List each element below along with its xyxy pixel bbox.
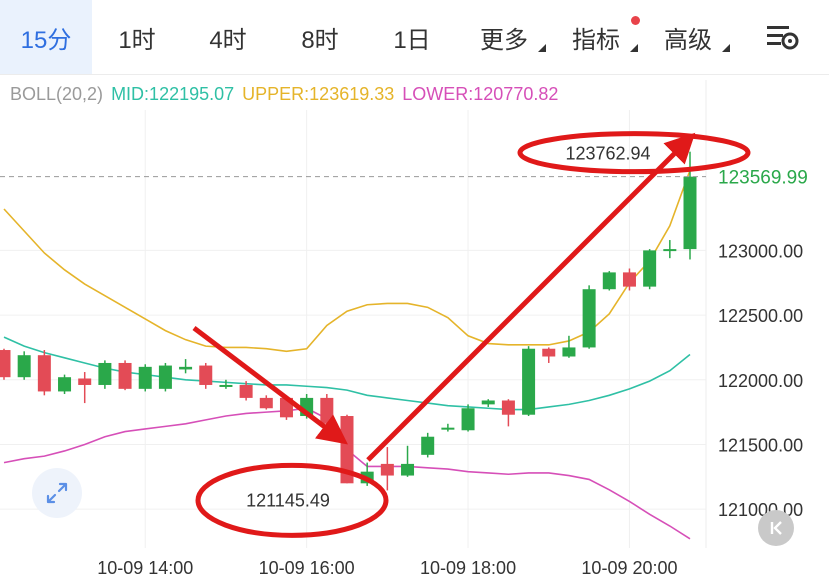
tab-4[interactable]: 1日	[366, 0, 458, 74]
candle-body	[320, 397, 334, 424]
tab-5[interactable]: 更多	[458, 0, 550, 74]
tab-2[interactable]: 4时	[182, 0, 274, 74]
candle-body	[421, 436, 435, 455]
tab-label: 8时	[301, 26, 339, 54]
candle-body	[461, 408, 475, 431]
tab-7[interactable]: 高级	[642, 0, 734, 74]
expand-button[interactable]	[32, 468, 82, 518]
tab-0[interactable]: 15分	[0, 0, 92, 74]
boll-name: BOLL(20,2)	[10, 84, 104, 104]
candle-body	[401, 463, 415, 476]
candle-body	[199, 365, 213, 385]
candle-body	[501, 400, 515, 415]
tab-1[interactable]: 1时	[92, 0, 182, 74]
boll-upper-line	[3, 169, 691, 353]
boll-mid-line	[3, 336, 691, 411]
boll-upper-value: UPPER:123619.33	[242, 84, 395, 104]
candle-body	[683, 176, 697, 250]
candle-body	[219, 384, 233, 387]
high-highlight-ellipse	[517, 131, 751, 175]
boll-lower-value: LOWER:120770.82	[402, 84, 559, 104]
notification-dot-icon	[631, 16, 640, 25]
high-price-label: 123762.94	[565, 144, 650, 164]
down-trend-arrow	[192, 326, 348, 445]
candle-body	[239, 384, 253, 398]
candle-body	[259, 397, 273, 409]
candle-body	[118, 362, 132, 389]
jump-start-icon	[770, 521, 782, 535]
dropdown-corner-icon	[722, 44, 730, 52]
candle-body	[622, 272, 636, 287]
low-highlight-ellipse	[195, 462, 389, 538]
boll-legend: BOLL(20,2) MID:122195.07 UPPER:123619.33 LO…	[10, 84, 566, 105]
candle-body	[522, 348, 536, 415]
candle-body	[98, 362, 112, 385]
y-tick-label: 121500.00	[718, 435, 803, 455]
timeframe-tabs: 15分 1时 4时 8时 1日 更多 指标 高级	[0, 0, 829, 75]
tab-label: 1时	[118, 26, 156, 54]
jump-to-start-button[interactable]	[758, 510, 794, 546]
tab-label: 指标	[572, 26, 620, 54]
boll-mid-value: MID:122195.07	[111, 84, 235, 104]
candle-body	[0, 350, 11, 378]
candle-body	[58, 377, 72, 392]
candle-body	[562, 347, 576, 357]
candle-body	[643, 250, 657, 287]
candle-body	[441, 427, 455, 430]
candle-body	[37, 355, 51, 392]
chart-settings-icon[interactable]	[765, 22, 799, 52]
y-tick-label: 123000.00	[718, 241, 803, 261]
tab-3[interactable]: 8时	[274, 0, 366, 74]
x-tick-label: 10-09 16:00	[259, 558, 355, 578]
candle-body	[602, 272, 616, 290]
x-tick-label: 10-09 20:00	[581, 558, 677, 578]
tab-label: 更多	[480, 26, 528, 54]
tab-label: 4时	[209, 26, 247, 54]
y-tick-label: 122000.00	[718, 371, 803, 391]
candle-body	[582, 289, 596, 348]
candle-body	[179, 366, 193, 370]
candle-body	[380, 463, 394, 476]
x-tick-label: 10-09 14:00	[97, 558, 193, 578]
tab-label: 1日	[393, 26, 431, 54]
candle-body	[663, 249, 677, 252]
up-trend-arrow	[366, 132, 696, 462]
candle-body	[138, 366, 152, 389]
candle-body	[158, 365, 172, 389]
candle-body	[17, 355, 31, 378]
low-price-label: 121145.49	[246, 490, 330, 510]
dropdown-corner-icon	[630, 44, 638, 52]
candle-body	[481, 400, 495, 405]
candle-body	[78, 378, 92, 385]
y-tick-label: 122500.00	[718, 306, 803, 326]
tab-6[interactable]: 指标	[550, 0, 642, 74]
tab-label: 高级	[664, 26, 712, 54]
expand-icon	[46, 482, 68, 504]
x-tick-label: 10-09 18:00	[420, 558, 516, 578]
dropdown-corner-icon	[538, 44, 546, 52]
current-price-tag	[708, 162, 829, 191]
candle-body	[542, 348, 556, 357]
current-price-label: 123569.99	[718, 168, 808, 189]
tab-label: 15分	[20, 26, 72, 54]
